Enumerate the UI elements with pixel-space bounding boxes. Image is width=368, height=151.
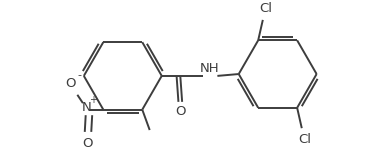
Text: NH: NH (200, 62, 220, 75)
Text: +: + (89, 95, 97, 105)
Text: N: N (82, 101, 92, 114)
Text: -: - (77, 70, 81, 80)
Text: O: O (66, 77, 76, 90)
Text: Cl: Cl (298, 133, 311, 146)
Text: O: O (82, 137, 93, 149)
Text: O: O (175, 105, 185, 118)
Text: Cl: Cl (259, 2, 272, 15)
